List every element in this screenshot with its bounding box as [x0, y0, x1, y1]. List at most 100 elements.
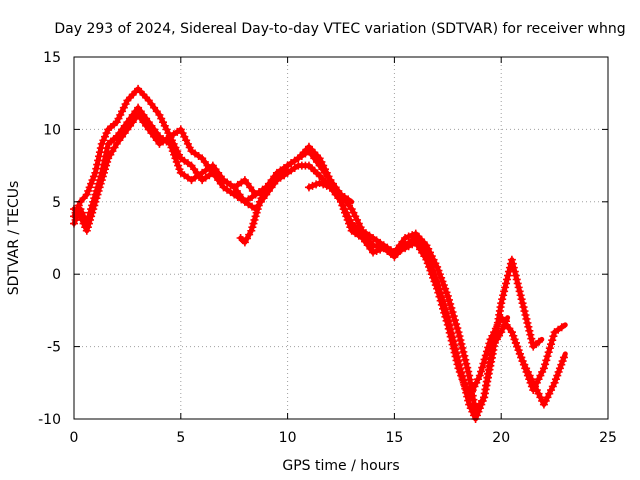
- data-point-marker: [536, 371, 545, 380]
- x-tick-label: 25: [599, 430, 617, 446]
- data-point-marker: [520, 360, 529, 369]
- data-point-marker: [82, 226, 91, 235]
- data-point-marker: [157, 114, 166, 123]
- data-point-marker: [99, 136, 108, 145]
- data-point-marker: [444, 295, 453, 304]
- y-tick-label: -5: [47, 340, 61, 356]
- data-point-marker: [444, 324, 453, 333]
- data-point-marker: [466, 389, 475, 398]
- chart-title: Day 293 of 2024, Sidereal Day-to-day VTE…: [54, 21, 625, 37]
- data-point-marker: [257, 194, 266, 203]
- data-point-marker: [85, 183, 94, 192]
- data-point-marker: [443, 291, 452, 300]
- data-point-marker: [372, 247, 381, 256]
- data-point-marker: [493, 320, 502, 329]
- data-point-marker: [547, 386, 556, 395]
- data-point-marker: [280, 171, 289, 180]
- data-point-marker: [507, 255, 516, 264]
- data-point-marker: [84, 219, 93, 228]
- data-point-marker: [528, 338, 537, 347]
- data-point-marker: [511, 271, 520, 280]
- axes: 0 5 10 15 20 25 -10 -5 0 5 10 15: [38, 50, 617, 446]
- data-point-marker: [98, 172, 107, 181]
- data-point-marker: [518, 299, 527, 308]
- data-point-marker: [322, 181, 331, 190]
- data-point-marker: [551, 375, 560, 384]
- data-point-marker: [531, 382, 540, 391]
- data-point-marker: [169, 139, 178, 148]
- data-point-marker: [453, 324, 462, 333]
- data-point-marker: [247, 226, 256, 235]
- data-point-marker: [485, 339, 494, 348]
- data-point-marker: [502, 279, 511, 288]
- data-point-marker: [542, 356, 551, 365]
- data-point-marker: [538, 367, 547, 376]
- data-point-marker: [510, 335, 519, 344]
- data-point-marker: [523, 318, 532, 327]
- series-track-1: [70, 84, 511, 416]
- data-point-marker: [523, 367, 532, 376]
- data-point-marker: [462, 359, 471, 368]
- data-point-marker: [527, 334, 536, 343]
- data-point-marker: [468, 386, 477, 395]
- data-point-marker: [534, 375, 543, 384]
- data-point-marker: [458, 343, 467, 352]
- data-point-marker: [500, 287, 509, 296]
- data-point-marker: [525, 326, 534, 335]
- data-point-marker: [345, 219, 354, 228]
- data-point-marker: [515, 287, 524, 296]
- data-point-marker: [450, 348, 459, 357]
- data-point-marker: [429, 273, 438, 282]
- x-axis-label: GPS time / hours: [282, 458, 399, 474]
- data-point-marker: [431, 281, 440, 290]
- data-point-marker: [559, 353, 568, 362]
- data-point-marker: [455, 332, 464, 341]
- data-point-marker: [503, 275, 512, 284]
- data-point-marker: [558, 357, 567, 366]
- data-point-marker: [393, 247, 402, 256]
- data-point-marker: [94, 186, 103, 195]
- y-tick-label: -10: [38, 412, 61, 428]
- data-point-marker: [553, 371, 562, 380]
- y-tick-label: 10: [43, 122, 61, 138]
- data-point-marker: [252, 208, 261, 217]
- data-point-marker: [390, 248, 399, 257]
- data-point-marker: [254, 201, 263, 210]
- data-point-marker: [482, 347, 491, 356]
- data-point-marker: [548, 336, 557, 345]
- data-point-marker: [112, 118, 121, 127]
- data-point-marker: [519, 303, 528, 312]
- data-point-marker: [326, 176, 335, 185]
- data-point-marker: [548, 382, 557, 391]
- data-point-marker: [76, 212, 85, 221]
- series-track-5: [304, 178, 355, 205]
- data-point-marker: [520, 307, 529, 316]
- data-point-marker: [497, 299, 506, 308]
- data-point-marker: [342, 212, 351, 221]
- data-point-marker: [512, 275, 521, 284]
- data-point-marker: [442, 288, 451, 297]
- x-tick-label: 15: [385, 430, 403, 446]
- data-point-marker: [376, 245, 385, 254]
- data-point-marker: [422, 255, 431, 264]
- data-point-marker: [486, 335, 495, 344]
- data-point-marker: [103, 157, 112, 166]
- data-point-marker: [534, 337, 543, 346]
- data-point-marker: [324, 172, 333, 181]
- data-point-marker: [249, 219, 258, 228]
- data-point-marker: [100, 165, 109, 174]
- data-point-marker: [544, 348, 553, 357]
- data-point-marker: [447, 303, 456, 312]
- data-point-marker: [488, 331, 497, 340]
- data-point-marker: [458, 375, 467, 384]
- data-point-marker: [114, 114, 123, 123]
- data-point-marker: [159, 118, 167, 127]
- data-point-marker: [441, 284, 450, 293]
- data-point-marker: [99, 168, 108, 177]
- data-point-marker: [182, 136, 191, 145]
- data-point-marker: [116, 110, 125, 119]
- data-point-marker: [460, 351, 469, 360]
- data-point-marker: [524, 322, 533, 331]
- data-point-marker: [436, 296, 445, 305]
- data-point-marker: [475, 404, 484, 413]
